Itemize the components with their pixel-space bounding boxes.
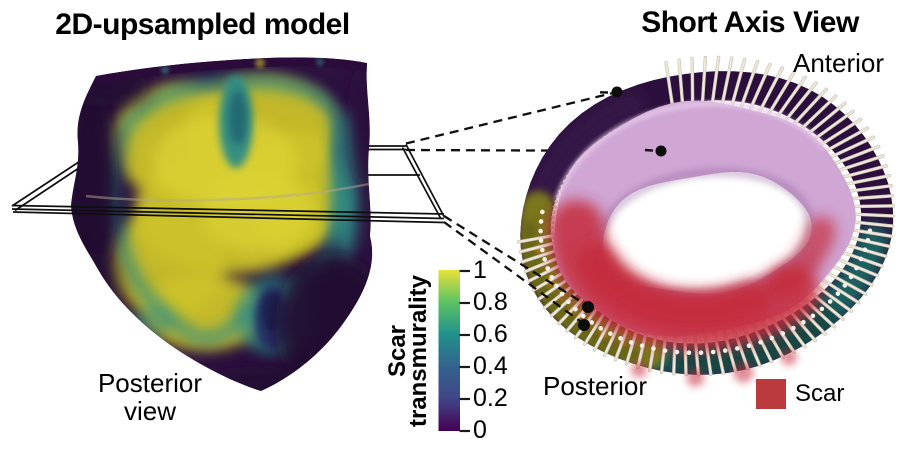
short-axis-ring (516, 55, 896, 387)
colorbar-tick-0-2: 0.2 (473, 384, 508, 412)
slice-markers (443, 86, 667, 331)
colorbar-tick-0-8: 0.8 (473, 288, 508, 316)
colorbar-tick-0-4: 0.4 (473, 352, 508, 380)
colorbar-tick-0: 0 (473, 416, 487, 444)
ring-white-dots (538, 209, 873, 356)
colorbar-tick-1: 1 (473, 256, 487, 284)
left-panel-title: 2D-upsampled model (55, 8, 350, 41)
scar-region (548, 199, 836, 387)
anterior-label: Anterior (793, 48, 885, 78)
colorbar (438, 269, 470, 433)
posterior-view-line1: Posterior (97, 368, 203, 398)
right-panel-title: Short Axis View (641, 6, 859, 39)
posterior-view-label: Posterior view (88, 369, 212, 425)
slab-near-edges (11, 144, 445, 224)
colorbar-label-line2: transmurality (405, 274, 432, 428)
posterior-view-line2: view (123, 396, 176, 426)
scar-legend-label: Scar (795, 380, 845, 407)
colorbar-label: Scar transmurality (384, 251, 433, 451)
heart-model (71, 57, 373, 391)
posterior-label: Posterior (543, 371, 648, 401)
ring-spokes (516, 55, 896, 377)
colorbar-tick-0-6: 0.6 (473, 320, 508, 348)
scar-legend-swatch (756, 379, 786, 409)
